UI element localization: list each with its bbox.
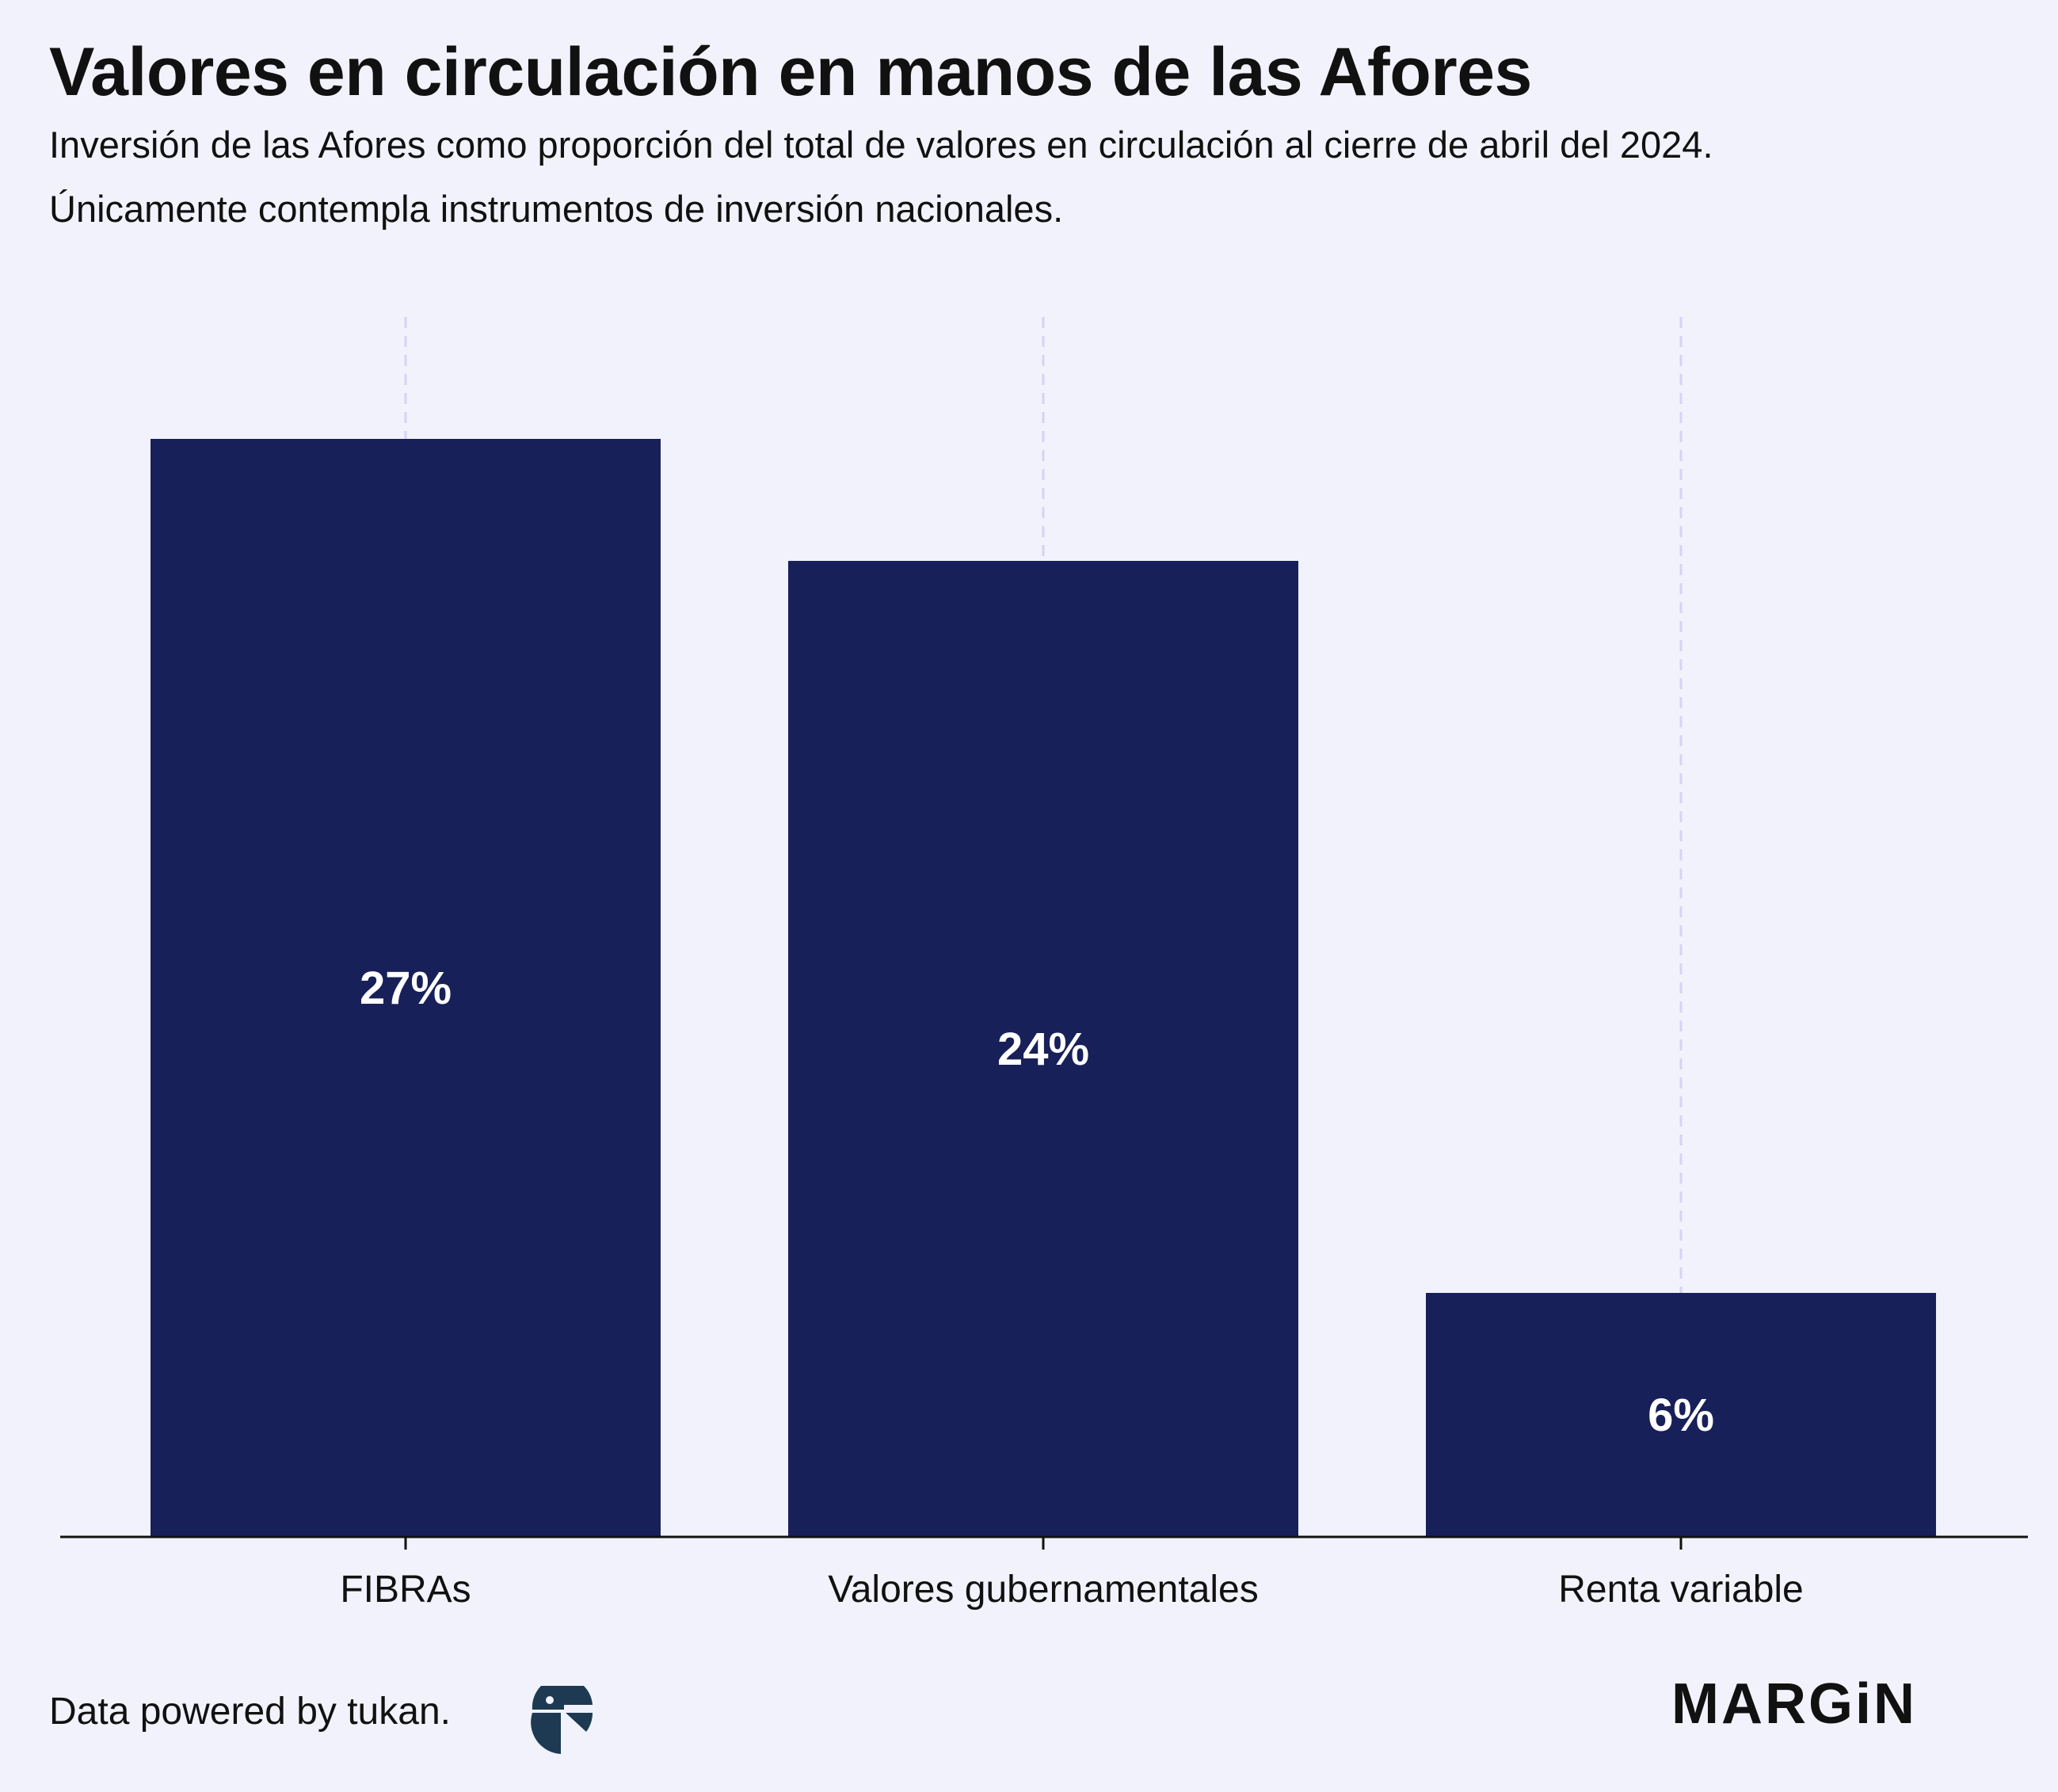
bars [151, 439, 1936, 1537]
x-axis-ticks [404, 1537, 1683, 1550]
chart-title: Valores en circulación en manos de las A… [49, 34, 1532, 110]
bar-renta-variable [1426, 1293, 1936, 1537]
bar-fibras [151, 439, 661, 1537]
value-label-valores-gubernamentales: 24% [997, 1024, 1089, 1075]
margin-logo: MARGiN [1671, 1672, 1917, 1736]
value-label-renta-variable: 6% [1648, 1390, 1714, 1441]
chart-subtitle-line-1: Inversión de las Afores como proporción … [49, 124, 1713, 166]
chart-subtitle-line-2: Únicamente contempla instrumentos de inv… [49, 188, 1064, 230]
tick-label-valores-gubernamentales: Valores gubernamentales [828, 1569, 1258, 1611]
bar-chart: 27% 24% 6% FIBRAs Valores gubernamentales Re… [60, 317, 2028, 1611]
tick-label-renta-variable: Renta variable [1558, 1569, 1804, 1611]
tukan-logo-icon [531, 1686, 593, 1754]
tick-label-fibras: FIBRAs [340, 1569, 471, 1611]
value-labels: 27% 24% 6% [360, 963, 1714, 1441]
x-axis-tick-labels: FIBRAs Valores gubernamentales Renta varia… [340, 1569, 1803, 1611]
value-label-fibras: 27% [360, 963, 452, 1014]
bar-valores-gubernamentales [788, 561, 1298, 1537]
footer-credit: Data powered by tukan. [49, 1691, 451, 1733]
